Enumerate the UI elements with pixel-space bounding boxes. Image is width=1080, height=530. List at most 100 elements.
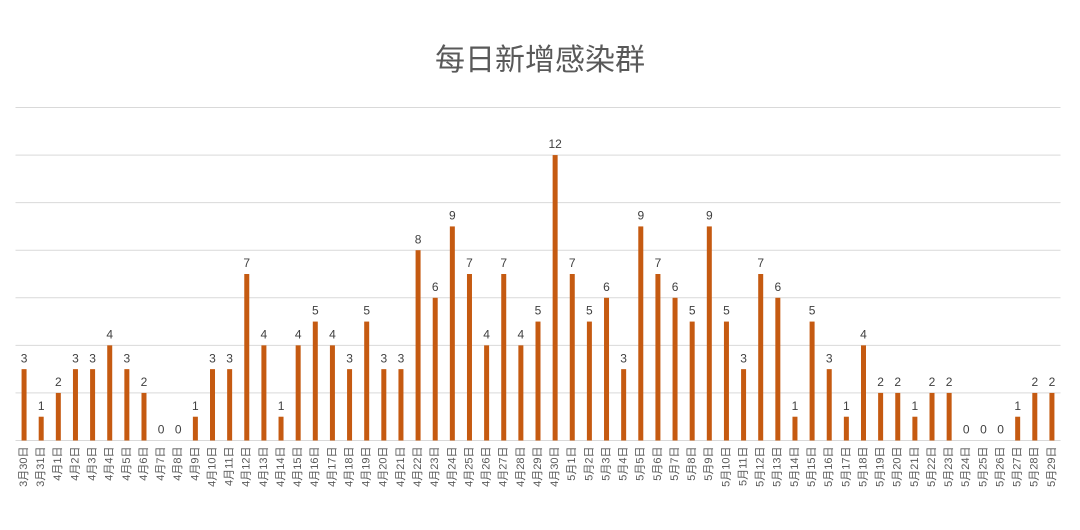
x-tick-label: 4月22日 [412,447,424,487]
data-label: 6 [774,280,781,294]
bar [741,369,747,441]
x-tick-label: 5月20日 [892,447,904,487]
x-tick-label: 4月1日 [52,447,64,481]
bar [604,297,610,441]
data-label: 3 [620,351,627,365]
data-label: 2 [894,375,901,389]
data-label: 5 [689,304,696,318]
x-tick-label: 4月15日 [292,447,304,487]
x-tick-label: 5月17日 [840,447,852,487]
x-tick-label: 5月14日 [789,447,801,487]
bar [929,392,935,441]
data-label: 9 [637,209,644,223]
bar [621,369,627,441]
x-tick-label: 4月27日 [498,447,510,487]
x-tick-label: 4月5日 [121,447,133,481]
x-tick-label: 4月3日 [86,447,98,481]
bar [518,345,524,441]
x-tick-label: 4月19日 [361,447,373,487]
bar [569,274,575,441]
x-tick-label: 4月13日 [258,447,270,487]
x-tick-label: 5月4日 [618,447,630,481]
data-label: 3 [72,351,79,365]
data-label: 4 [329,328,336,342]
x-tick-label: 5月22日 [926,447,938,487]
x-tick-label: 4月17日 [326,447,338,487]
bar [706,226,712,441]
data-label: 3 [209,351,216,365]
x-tick-label: 4月21日 [395,447,407,487]
bar [912,416,918,441]
data-label: 7 [500,256,507,270]
data-label: 3 [21,351,28,365]
bar [432,297,438,441]
bar [449,226,455,441]
data-label: 5 [723,304,730,318]
x-tick-label: 5月23日 [943,447,955,487]
data-label: 2 [55,375,62,389]
data-label: 4 [860,328,867,342]
bar [672,297,678,441]
data-label: 9 [706,209,713,223]
bar [655,274,661,441]
bar [809,321,815,441]
bar [107,345,113,441]
data-label: 2 [141,375,148,389]
bar [860,345,866,441]
bar [244,274,250,441]
bar [415,250,421,441]
data-label: 5 [363,304,370,318]
bar [878,392,884,441]
data-label: 2 [946,375,953,389]
bar [843,416,849,441]
x-tick-label: 5月19日 [875,447,887,487]
x-tick-label: 4月29日 [532,447,544,487]
x-tick-label: 5月13日 [772,447,784,487]
bar [792,416,798,441]
data-label: 3 [380,351,387,365]
bar [21,369,27,441]
x-tick-label: 5月18日 [857,447,869,487]
data-label: 5 [586,304,593,318]
data-label: 8 [415,232,422,246]
bar [1015,416,1021,441]
bar [484,345,490,441]
x-tick-label: 4月25日 [463,447,475,487]
data-label: 1 [843,399,850,413]
x-tick-label: 5月27日 [1012,447,1024,487]
bar [364,321,370,441]
x-tick-label: 4月7日 [155,447,167,481]
x-tick-label: 4月2日 [69,447,81,481]
x-tick-label: 4月12日 [241,447,253,487]
data-label: 1 [912,399,919,413]
data-label: 5 [809,304,816,318]
bar [895,392,901,441]
bar [1032,392,1038,441]
x-tick-label: 5月21日 [909,447,921,487]
bar [72,369,78,441]
data-label: 9 [449,209,456,223]
x-tick-label: 3月30日 [18,447,30,487]
data-label: 6 [432,280,439,294]
chart-title: 每日新增感染群 [435,44,645,77]
x-tick-label: 4月23日 [429,447,441,487]
bar [329,345,335,441]
x-tick-label: 5月5日 [635,447,647,481]
data-label: 5 [535,304,542,318]
x-tick-label: 5月8日 [686,447,698,481]
data-label: 3 [226,351,233,365]
data-label: 7 [655,256,662,270]
x-tick-label: 4月28日 [515,447,527,487]
data-label: 2 [1031,375,1038,389]
x-tick-label: 5月25日 [977,447,989,487]
bar [38,416,44,441]
x-tick-label: 5月12日 [755,447,767,487]
data-label: 0 [175,423,182,437]
data-label: 12 [548,137,562,151]
bar [758,274,764,441]
bar [723,321,729,441]
data-label: 1 [1014,399,1021,413]
x-tick-label: 4月4日 [104,447,116,481]
x-tick-label: 4月20日 [378,447,390,487]
